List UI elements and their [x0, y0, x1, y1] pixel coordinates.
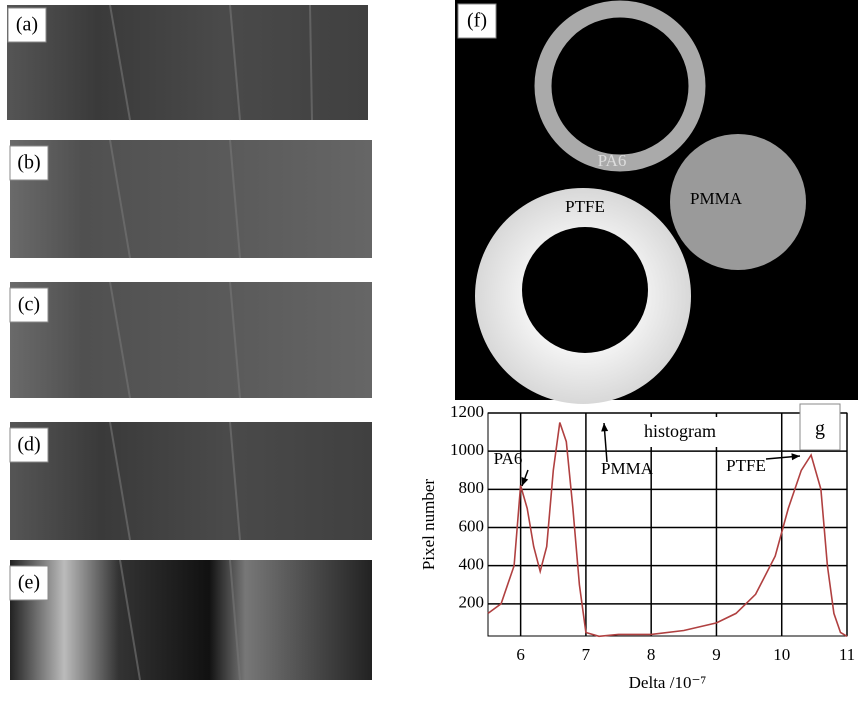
- arrow-head: [791, 453, 800, 461]
- x-tick-label: 6: [516, 645, 525, 664]
- panel-label-box: [7, 7, 47, 43]
- panel-image: [10, 422, 372, 540]
- y-tick-label: 200: [459, 593, 485, 612]
- annotation: PTFE: [726, 456, 766, 475]
- y-tick-label: 400: [459, 555, 485, 574]
- histogram-line: [487, 422, 848, 638]
- x-axis-label: Delta /10⁻⁷: [629, 673, 707, 692]
- y-tick-label: 800: [459, 478, 485, 497]
- x-tick-label: 8: [647, 645, 656, 664]
- panel-label: (f): [467, 10, 487, 32]
- panel-label: (c): [18, 294, 40, 316]
- panels-left: [7, 4, 372, 681]
- x-tick-label: 11: [839, 645, 855, 664]
- pa6-ring: [534, 0, 706, 172]
- panel-image: [10, 282, 372, 398]
- annotation: PA6: [494, 449, 523, 468]
- arrow-head: [521, 477, 529, 486]
- panel-image: [10, 140, 372, 258]
- panel-label: (a): [16, 14, 38, 36]
- y-axis-label: Pixel number: [419, 479, 438, 570]
- panel-label: (b): [17, 152, 40, 174]
- labels: (a) (b) (c) (d) (e) (f) PA6 PTFE PMMA: [7, 3, 743, 601]
- histogram-chart: 200 400 600 800 1000 1200 6 7 8 9 10 11 Delta /10⁻⁷ P…: [419, 402, 855, 692]
- panel-label-box: [9, 565, 49, 601]
- x-tick-label: 7: [582, 645, 591, 664]
- panel-label: (e): [18, 572, 40, 594]
- arrow-head: [601, 423, 609, 432]
- panel-label-box: [9, 427, 49, 463]
- panel-label-box: [9, 287, 49, 323]
- title-box: [615, 417, 775, 447]
- y-tick-label: 600: [459, 516, 485, 535]
- pmma-disk: [670, 134, 806, 270]
- ptfe-hole: [522, 227, 648, 353]
- panel-label: g: [815, 418, 825, 440]
- panel-label-box: [799, 403, 841, 451]
- panel-label-box: [457, 3, 497, 39]
- panel-label: (d): [17, 434, 40, 456]
- x-tick-label: 9: [712, 645, 721, 664]
- panel-label-box: [9, 145, 49, 181]
- image-f: [455, 0, 858, 404]
- fiber-lines: [109, 4, 313, 681]
- y-tick-label: 1000: [450, 440, 484, 459]
- chart-title: histogram: [644, 421, 716, 441]
- material-label: PMMA: [690, 189, 743, 208]
- material-label: PTFE: [565, 197, 605, 216]
- annotation: PMMA: [601, 459, 654, 478]
- material-label: PA6: [598, 151, 627, 170]
- y-tick-label: 1200: [450, 402, 484, 421]
- panel-image: [7, 5, 368, 120]
- panel-image: [10, 560, 372, 680]
- x-tick-label: 10: [773, 645, 790, 664]
